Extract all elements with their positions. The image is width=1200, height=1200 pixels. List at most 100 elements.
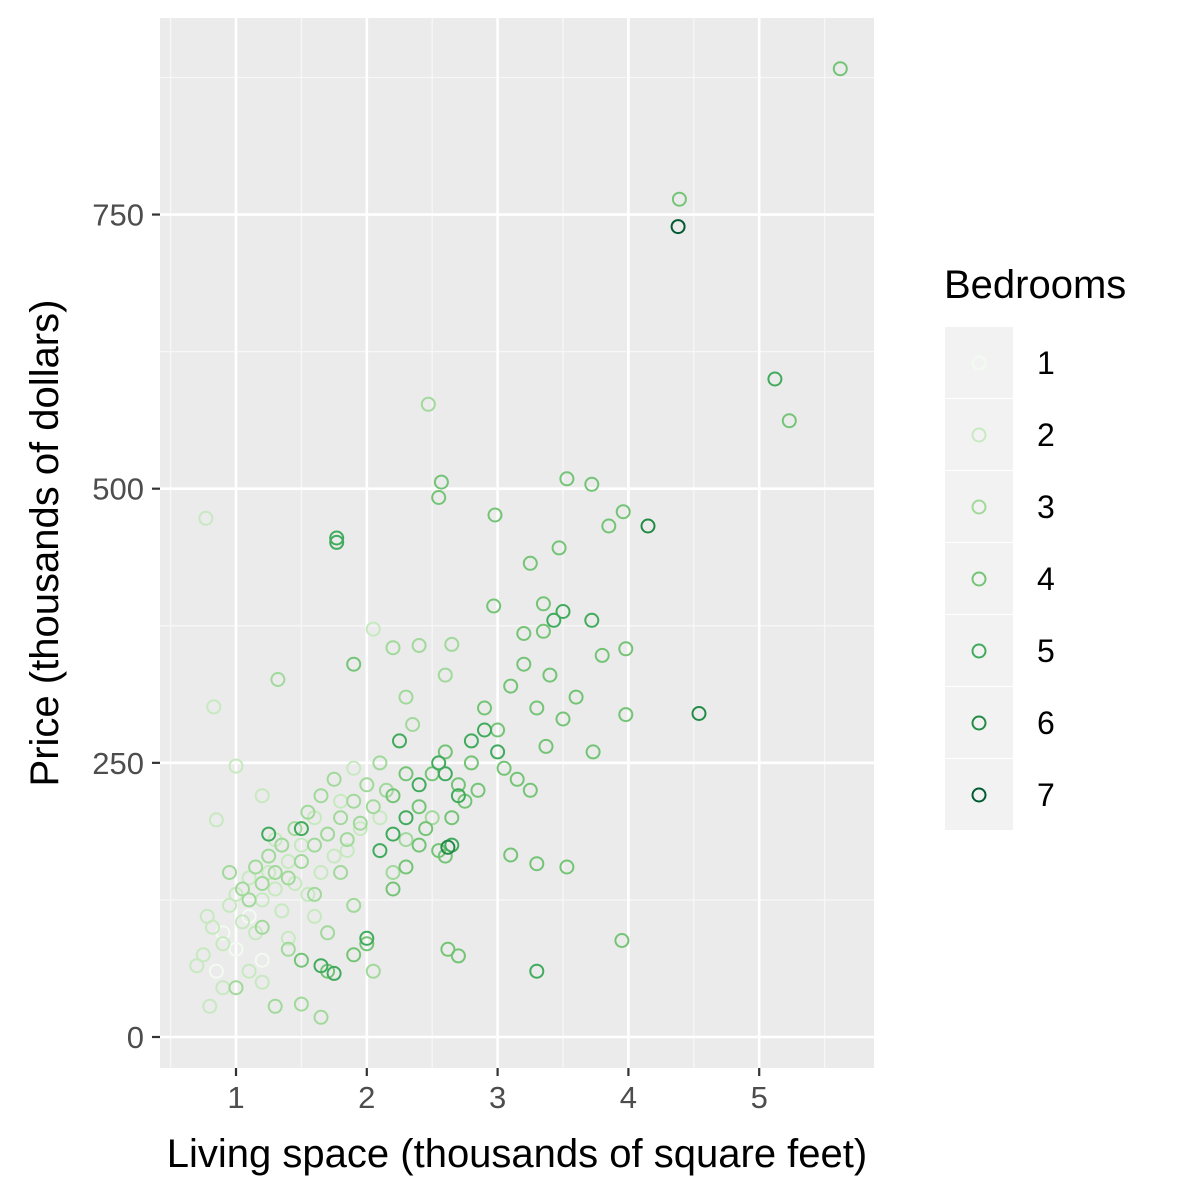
legend-marker-4: [971, 571, 987, 587]
legend-marker-6: [971, 715, 987, 731]
point-bedrooms-5: [261, 826, 277, 842]
legend-label-3: 3: [1037, 489, 1055, 525]
point-bedrooms-5: [529, 963, 545, 979]
point-bedrooms-4: [450, 777, 466, 793]
y-axis-ticks: 0 250 500 750: [92, 198, 160, 1055]
legend-marker-3: [971, 499, 987, 515]
point-bedrooms-4: [463, 755, 479, 771]
point-bedrooms-4: [671, 191, 687, 207]
point-bedrooms-2: [365, 621, 381, 637]
point-bedrooms-3: [267, 865, 283, 880]
point-bedrooms-2: [339, 843, 355, 859]
point-bedrooms-3: [365, 963, 381, 979]
y-tick-label: 0: [127, 1020, 144, 1055]
point-bedrooms-4: [487, 507, 503, 523]
point-bedrooms-4: [509, 771, 525, 787]
point-bedrooms-3: [365, 799, 381, 815]
x-tick-label: 5: [751, 1080, 768, 1115]
point-bedrooms-2: [280, 930, 296, 946]
point-bedrooms-4: [440, 941, 456, 957]
legend-marker-1: [971, 355, 987, 371]
point-bedrooms-3: [293, 854, 309, 869]
y-axis-title: Price (thousands of dollars): [23, 300, 67, 787]
point-bedrooms-3: [411, 638, 427, 653]
point-bedrooms-2: [307, 908, 322, 924]
point-bedrooms-3: [228, 980, 244, 996]
point-bedrooms-3: [267, 998, 283, 1014]
point-bedrooms-3: [313, 1009, 329, 1025]
point-bedrooms-4: [431, 490, 447, 505]
point-bedrooms-5: [385, 826, 401, 842]
point-bedrooms-5: [326, 965, 342, 981]
point-bedrooms-3: [346, 793, 362, 809]
point-bedrooms-3: [320, 925, 336, 941]
point-bedrooms-4: [385, 881, 401, 897]
legend-key-2: [945, 399, 1013, 470]
data-points: [189, 61, 848, 1025]
point-bedrooms-4: [601, 518, 617, 534]
point-bedrooms-2: [206, 699, 222, 715]
point-bedrooms-4: [433, 474, 449, 490]
point-bedrooms-4: [781, 413, 797, 429]
point-bedrooms-4: [385, 788, 401, 804]
point-bedrooms-4: [594, 647, 610, 663]
point-bedrooms-4: [551, 540, 567, 556]
point-bedrooms-2: [261, 865, 277, 880]
point-bedrooms-2: [195, 947, 211, 963]
y-tick-label: 750: [92, 198, 144, 233]
legend-label-1: 1: [1037, 345, 1055, 381]
x-tick-label: 4: [620, 1080, 637, 1115]
point-bedrooms-4: [411, 799, 427, 815]
y-tick-label: 250: [92, 746, 144, 781]
point-bedrooms-3: [307, 886, 322, 902]
point-bedrooms-3: [254, 876, 270, 891]
point-bedrooms-3: [424, 810, 440, 826]
point-bedrooms-3: [420, 396, 436, 412]
point-bedrooms-4: [516, 656, 532, 672]
point-bedrooms-4: [522, 782, 538, 798]
point-bedrooms-2: [254, 974, 270, 990]
legend-key-7: [945, 759, 1013, 830]
point-bedrooms-2: [202, 998, 218, 1014]
x-axis-ticks: 1 2 3 4 5: [227, 1068, 768, 1115]
point-bedrooms-4: [516, 626, 532, 641]
point-bedrooms-3: [280, 870, 296, 886]
point-bedrooms-2: [189, 958, 205, 974]
point-bedrooms-4: [486, 598, 502, 614]
point-bedrooms-3: [248, 859, 264, 875]
legend-label-4: 4: [1037, 561, 1055, 597]
point-bedrooms-4: [411, 837, 427, 853]
point-bedrooms-3: [339, 832, 355, 848]
point-bedrooms-2: [241, 963, 257, 979]
point-bedrooms-5: [392, 733, 407, 749]
point-bedrooms-3: [359, 777, 375, 793]
point-bedrooms-3: [287, 821, 303, 837]
point-bedrooms-4: [477, 700, 492, 716]
point-bedrooms-4: [437, 744, 453, 760]
point-bedrooms-5: [411, 777, 427, 793]
point-bedrooms-3: [222, 865, 237, 880]
point-bedrooms-5: [431, 755, 447, 771]
legend-key-6: [945, 687, 1013, 758]
y-tick-label: 500: [92, 472, 144, 507]
point-bedrooms-1: [208, 963, 224, 979]
point-bedrooms-3: [346, 897, 362, 913]
point-bedrooms-4: [535, 623, 551, 639]
legend-marker-7: [971, 787, 987, 803]
point-bedrooms-3: [254, 919, 270, 935]
point-bedrooms-4: [585, 744, 601, 760]
point-bedrooms-2: [300, 886, 316, 902]
point-bedrooms-2: [241, 870, 257, 886]
point-bedrooms-3: [398, 832, 414, 848]
x-tick-label: 1: [227, 1080, 244, 1115]
point-bedrooms-5: [477, 722, 492, 738]
point-bedrooms-5: [490, 744, 506, 760]
point-bedrooms-4: [615, 504, 631, 520]
point-bedrooms-5: [329, 530, 345, 546]
point-bedrooms-2: [313, 865, 329, 880]
legend: Bedrooms 1 2 3 4 5 6 7: [944, 263, 1126, 830]
grid-major-lines: [160, 18, 874, 1068]
point-bedrooms-3: [270, 672, 286, 687]
point-bedrooms-3: [385, 865, 401, 880]
point-bedrooms-3: [300, 804, 316, 820]
